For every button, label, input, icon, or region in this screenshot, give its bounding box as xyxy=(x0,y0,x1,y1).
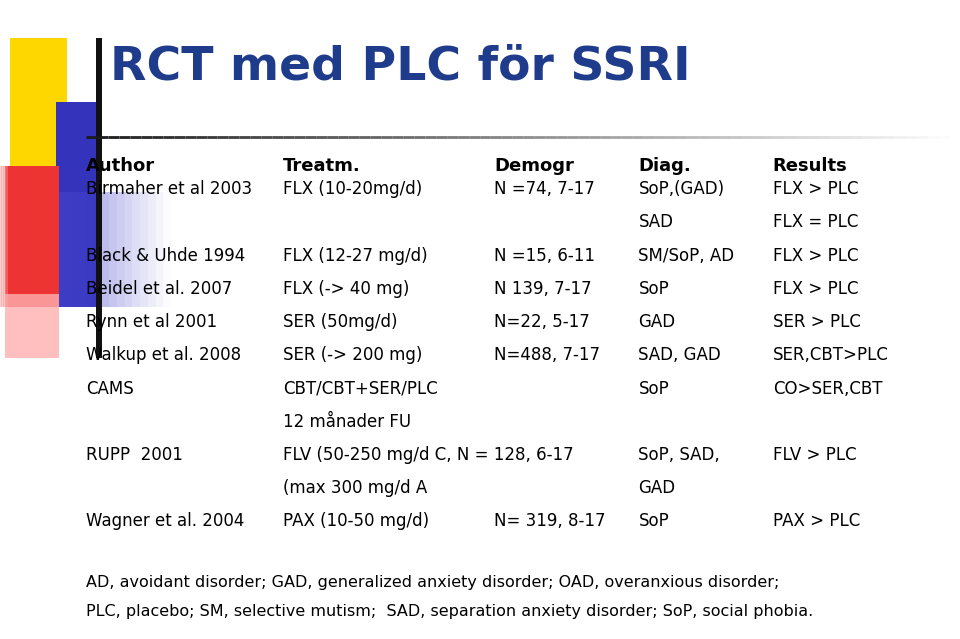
Bar xyxy=(186,192,194,307)
Bar xyxy=(202,192,209,307)
Text: SER,CBT>PLC: SER,CBT>PLC xyxy=(773,346,889,364)
Text: RUPP  2001: RUPP 2001 xyxy=(86,446,183,464)
Bar xyxy=(132,192,140,307)
Text: FLX > PLC: FLX > PLC xyxy=(773,280,858,298)
Text: GAD: GAD xyxy=(638,313,676,331)
Bar xyxy=(56,192,63,307)
Text: Beidel et al. 2007: Beidel et al. 2007 xyxy=(86,280,232,298)
Bar xyxy=(5,294,59,358)
Text: Results: Results xyxy=(773,157,848,174)
Text: Wagner et al. 2004: Wagner et al. 2004 xyxy=(86,512,245,530)
Text: SoP: SoP xyxy=(638,380,669,397)
Text: CAMS: CAMS xyxy=(86,380,134,397)
Bar xyxy=(194,192,202,307)
Bar xyxy=(148,192,156,307)
Text: Author: Author xyxy=(86,157,156,174)
Text: Birmaher et al 2003: Birmaher et al 2003 xyxy=(86,180,252,198)
Text: N= 319, 8-17: N= 319, 8-17 xyxy=(494,512,606,530)
Text: FLV > PLC: FLV > PLC xyxy=(773,446,856,464)
Text: SER > PLC: SER > PLC xyxy=(773,313,861,331)
Text: FLX = PLC: FLX = PLC xyxy=(773,213,858,231)
Text: SM/SoP, AD: SM/SoP, AD xyxy=(638,247,734,265)
Text: N=488, 7-17: N=488, 7-17 xyxy=(494,346,600,364)
Bar xyxy=(125,192,132,307)
Bar xyxy=(56,102,96,307)
Bar xyxy=(156,192,163,307)
Text: FLX (12-27 mg/d): FLX (12-27 mg/d) xyxy=(283,247,428,265)
Text: Black & Uhde 1994: Black & Uhde 1994 xyxy=(86,247,246,265)
Text: Demogr: Demogr xyxy=(494,157,574,174)
Bar xyxy=(0,166,2,307)
Text: PAX > PLC: PAX > PLC xyxy=(773,512,860,530)
Text: Diag.: Diag. xyxy=(638,157,691,174)
Text: RCT med PLC för SSRI: RCT med PLC för SSRI xyxy=(110,45,691,89)
Bar xyxy=(163,192,171,307)
Text: N =74, 7-17: N =74, 7-17 xyxy=(494,180,595,198)
Bar xyxy=(94,192,102,307)
Text: FLX (-> 40 mg): FLX (-> 40 mg) xyxy=(283,280,410,298)
Bar xyxy=(109,192,117,307)
Text: CO>SER,CBT: CO>SER,CBT xyxy=(773,380,882,397)
Text: SAD, GAD: SAD, GAD xyxy=(638,346,721,364)
Text: GAD: GAD xyxy=(638,479,676,497)
Bar xyxy=(171,192,179,307)
Text: N 139, 7-17: N 139, 7-17 xyxy=(494,280,592,298)
Bar xyxy=(96,38,102,358)
Text: PLC, placebo; SM, selective mutism;  SAD, separation anxiety disorder; SoP, soci: PLC, placebo; SM, selective mutism; SAD,… xyxy=(86,604,814,619)
Text: Walkup et al. 2008: Walkup et al. 2008 xyxy=(86,346,242,364)
Text: 12 månader FU: 12 månader FU xyxy=(283,413,411,431)
Text: N =15, 6-11: N =15, 6-11 xyxy=(494,247,595,265)
Text: (max 300 mg/d A: (max 300 mg/d A xyxy=(283,479,427,497)
Text: AD, avoidant disorder; GAD, generalized anxiety disorder; OAD, overanxious disor: AD, avoidant disorder; GAD, generalized … xyxy=(86,575,780,590)
Bar xyxy=(10,38,67,179)
Text: FLX (10-20mg/d): FLX (10-20mg/d) xyxy=(283,180,422,198)
Text: FLX > PLC: FLX > PLC xyxy=(773,180,858,198)
Text: N=22, 5-17: N=22, 5-17 xyxy=(494,313,590,331)
Text: FLV (50-250 mg/d C, N = 128, 6-17: FLV (50-250 mg/d C, N = 128, 6-17 xyxy=(283,446,574,464)
Bar xyxy=(86,192,94,307)
Text: SER (-> 200 mg): SER (-> 200 mg) xyxy=(283,346,422,364)
Text: SAD: SAD xyxy=(638,213,673,231)
Text: SoP: SoP xyxy=(638,512,669,530)
Bar xyxy=(1,166,4,307)
Text: SoP: SoP xyxy=(638,280,669,298)
Text: SER (50mg/d): SER (50mg/d) xyxy=(283,313,397,331)
Text: PAX (10-50 mg/d): PAX (10-50 mg/d) xyxy=(283,512,429,530)
Text: CBT/CBT+SER/PLC: CBT/CBT+SER/PLC xyxy=(283,380,438,397)
Bar xyxy=(5,166,8,307)
Text: Treatm.: Treatm. xyxy=(283,157,361,174)
Bar xyxy=(79,192,86,307)
Bar xyxy=(3,166,6,307)
Bar xyxy=(71,192,79,307)
Text: FLX > PLC: FLX > PLC xyxy=(773,247,858,265)
Bar xyxy=(179,192,186,307)
Bar xyxy=(140,192,148,307)
Text: SoP,(GAD): SoP,(GAD) xyxy=(638,180,725,198)
Text: Rynn et al 2001: Rynn et al 2001 xyxy=(86,313,218,331)
Bar xyxy=(117,192,125,307)
Bar xyxy=(63,192,71,307)
Bar xyxy=(102,192,109,307)
Text: SoP, SAD,: SoP, SAD, xyxy=(638,446,720,464)
Bar xyxy=(5,166,59,307)
